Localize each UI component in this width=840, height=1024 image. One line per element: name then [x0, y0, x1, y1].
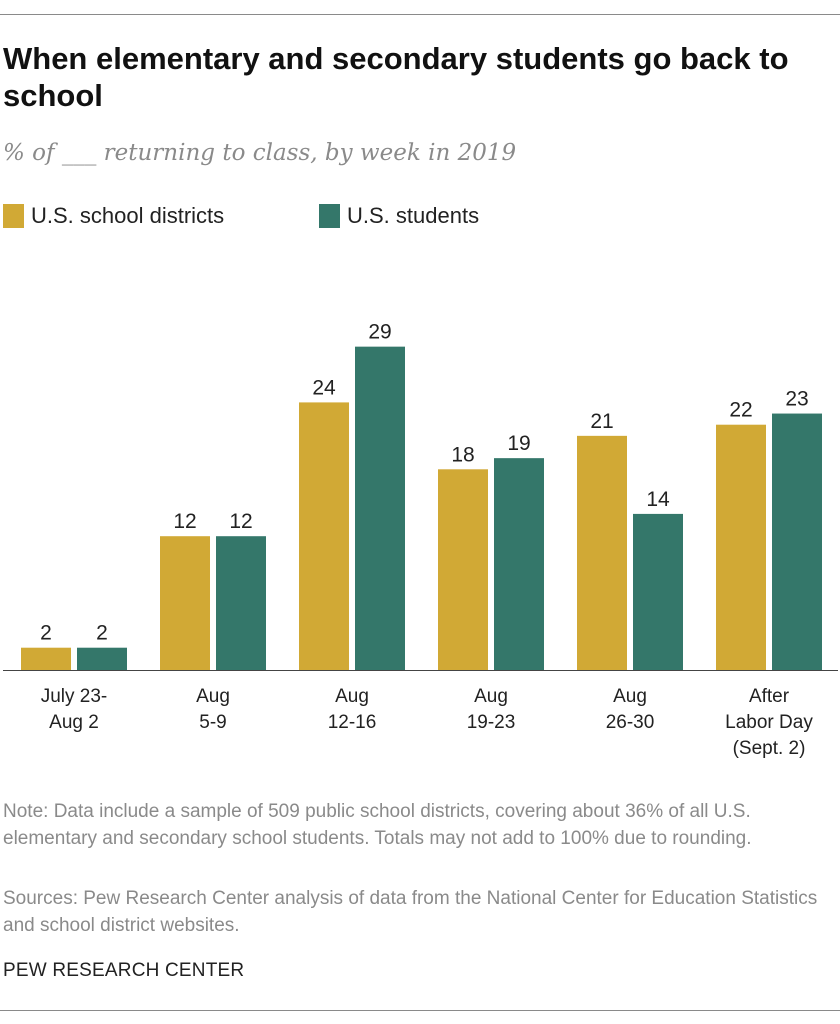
bar-students-0	[77, 647, 127, 670]
footnote: Note: Data include a sample of 509 publi…	[3, 801, 752, 849]
legend-swatch-students	[319, 204, 340, 228]
bar-students-1	[216, 536, 266, 670]
data-label-students-5: 23	[785, 388, 808, 411]
bar-students-5	[772, 413, 822, 670]
bar-districts-2	[299, 402, 349, 670]
data-label-districts-4: 21	[590, 410, 613, 433]
top-rule	[0, 14, 840, 15]
bar-students-3	[494, 458, 544, 670]
x-tick-label-2: Aug 12-16	[328, 686, 377, 733]
brand-label: PEW RESEARCH CENTER	[3, 960, 245, 981]
data-label-districts-5: 22	[729, 399, 752, 422]
chart-subtitle: % of ___ returning to class, by week in …	[3, 140, 517, 166]
bar-districts-0	[21, 647, 71, 670]
x-tick-label-5: After Labor Day (Sept. 2)	[725, 686, 813, 759]
bottom-rule	[0, 1010, 840, 1011]
data-label-districts-1: 12	[173, 510, 196, 533]
bar-students-4	[633, 513, 683, 670]
data-label-students-1: 12	[229, 510, 252, 533]
data-label-students-0: 2	[96, 622, 108, 645]
bar-districts-3	[438, 469, 488, 670]
data-label-districts-3: 18	[451, 443, 474, 466]
chart-title: When elementary and secondary students g…	[3, 41, 789, 113]
bar-districts-5	[716, 424, 766, 670]
data-label-students-4: 14	[646, 488, 670, 511]
data-label-students-2: 29	[368, 321, 391, 344]
x-tick-label-4: Aug 26-30	[606, 686, 655, 733]
x-tick-label-1: Aug 5-9	[196, 686, 230, 733]
bar-students-2	[355, 346, 405, 670]
legend-item-students: U.S. students	[319, 203, 479, 229]
legend-label-districts: U.S. school districts	[31, 203, 225, 228]
legend-label-students: U.S. students	[347, 203, 480, 228]
legend-swatch-districts	[3, 204, 24, 228]
data-label-districts-2: 24	[312, 376, 336, 399]
data-label-districts-0: 2	[40, 622, 52, 645]
legend-item-districts: U.S. school districts	[3, 203, 224, 229]
x-tick-label-3: Aug 19-23	[467, 686, 516, 733]
x-tick-label-0: July 23-Aug 2	[41, 686, 108, 733]
sources-note: Sources: Pew Research Center analysis of…	[3, 888, 818, 936]
bar-districts-1	[160, 536, 210, 670]
data-label-students-3: 19	[507, 432, 530, 455]
bar-districts-4	[577, 435, 627, 670]
